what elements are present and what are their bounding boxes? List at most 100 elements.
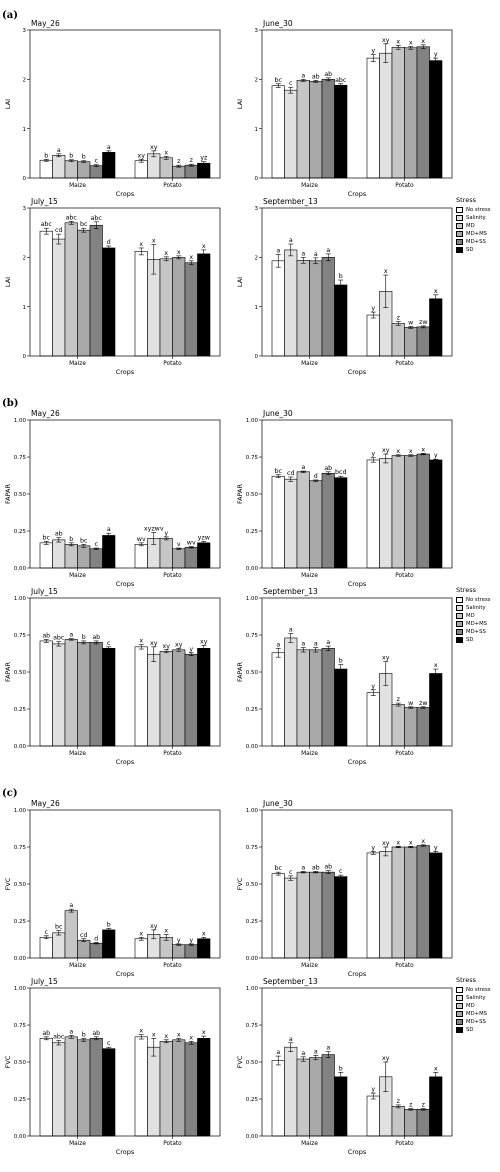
bar xyxy=(102,152,116,179)
legend-item: Salinity xyxy=(456,994,500,1002)
subplot-title: May_26 xyxy=(31,409,60,418)
bar xyxy=(39,230,53,357)
y-tick-label: 0 xyxy=(255,176,259,182)
legend-swatch xyxy=(456,1011,463,1017)
bar xyxy=(416,46,430,179)
bar xyxy=(379,52,393,179)
significance-letter: x xyxy=(164,149,168,156)
legend-item: No stress xyxy=(456,986,500,994)
significance-letter: zw xyxy=(419,319,427,326)
significance-letter: x xyxy=(396,839,400,846)
legend-item: MD xyxy=(456,612,500,620)
subplot-title: September_13 xyxy=(263,197,318,206)
significance-letter: xy xyxy=(150,144,158,151)
significance-letter: a xyxy=(314,251,318,258)
bar xyxy=(416,845,430,959)
y-tick-label: 0.50 xyxy=(246,882,259,888)
significance-letter: y xyxy=(371,48,375,55)
bar xyxy=(52,238,66,357)
significance-letter: x xyxy=(164,927,168,934)
legend: Stress No stress Salinity MD MD+MS MD+SS SD xyxy=(456,586,500,644)
legend-label: MD+SS xyxy=(466,1019,486,1025)
bar xyxy=(296,259,310,357)
bar xyxy=(321,79,335,179)
significance-letter: b xyxy=(339,658,343,665)
bar xyxy=(429,673,443,747)
bar xyxy=(296,471,310,569)
y-tick-label: 0.75 xyxy=(14,845,27,851)
bar xyxy=(147,1046,161,1137)
significance-letter: x xyxy=(421,446,425,453)
significance-letter: xy xyxy=(138,152,146,159)
y-tick-label: 3 xyxy=(255,28,259,34)
significance-letter: yzw xyxy=(198,534,210,541)
legend-item: MD+SS xyxy=(456,1018,500,1026)
legend-title: Stress xyxy=(456,586,476,594)
bar xyxy=(52,155,66,179)
bar xyxy=(416,1109,430,1137)
y-tick-label: 0.75 xyxy=(14,455,27,461)
legend-label: MD+MS xyxy=(466,231,488,237)
significance-letter: bc xyxy=(80,537,88,544)
subplot-title: July_15 xyxy=(30,977,58,986)
plot-frame xyxy=(261,207,453,357)
plot-frame xyxy=(29,809,221,959)
significance-letter: a xyxy=(314,1048,318,1055)
y-tick-label: 0.25 xyxy=(246,1097,259,1103)
x-axis-label: Crops xyxy=(348,368,367,376)
bar xyxy=(309,649,323,747)
y-tick-label: 0.25 xyxy=(14,1097,27,1103)
y-tick-label: 0.00 xyxy=(14,956,27,962)
significance-letter: ab xyxy=(55,531,63,538)
x-tick-label: Maize xyxy=(69,1141,86,1147)
significance-letter: x xyxy=(434,1065,438,1072)
legend-swatch xyxy=(456,1003,463,1009)
significance-letter: ab xyxy=(324,864,332,871)
subplot-title: May_26 xyxy=(31,799,60,808)
significance-letter: z xyxy=(409,1102,413,1109)
y-tick-label: 0.50 xyxy=(14,882,27,888)
bar xyxy=(334,477,348,569)
y-tick-label: 1.00 xyxy=(246,596,259,602)
significance-letter: d xyxy=(107,239,111,246)
bar xyxy=(429,60,443,179)
significance-letter: cd xyxy=(80,932,87,939)
plot-frame xyxy=(261,29,453,179)
significance-letter: ab xyxy=(324,71,332,78)
significance-letter: ab xyxy=(324,465,332,472)
significance-letter: a xyxy=(326,1045,330,1052)
bar xyxy=(284,478,298,569)
bar xyxy=(366,314,380,357)
bar xyxy=(184,546,198,569)
y-tick-label: 1.00 xyxy=(14,418,27,424)
significance-letter: y xyxy=(434,844,438,851)
legend-swatch xyxy=(456,247,463,253)
y-tick-label: 3 xyxy=(23,28,27,34)
plot-frame xyxy=(261,987,453,1137)
bar xyxy=(334,284,348,357)
significance-letter: xy xyxy=(382,447,390,454)
x-tick-label: Maize xyxy=(301,183,318,189)
y-tick-label: 0.00 xyxy=(246,956,259,962)
significance-letter: xy xyxy=(150,923,158,930)
plot-frame xyxy=(261,597,453,747)
x-tick-label: Maize xyxy=(301,751,318,757)
x-tick-label: Potato xyxy=(163,751,182,757)
x-axis-label: Crops xyxy=(348,580,367,588)
significance-letter: w xyxy=(408,700,413,707)
x-tick-label: Potato xyxy=(395,573,414,579)
significance-letter: x xyxy=(421,838,425,845)
legend-label: MD xyxy=(466,1003,475,1009)
significance-letter: y xyxy=(189,937,193,944)
significance-letter: c xyxy=(107,640,111,647)
x-tick-label: Potato xyxy=(395,361,414,367)
significance-letter: xy xyxy=(163,643,171,650)
legend-item: MD+MS xyxy=(456,1010,500,1018)
bar xyxy=(159,258,173,357)
significance-letter: z xyxy=(190,157,194,164)
legend-item: No stress xyxy=(456,206,500,214)
y-tick-label: 1.00 xyxy=(246,418,259,424)
x-axis-label: Crops xyxy=(116,190,135,198)
y-tick-label: 0 xyxy=(23,354,27,360)
y-tick-label: 0.25 xyxy=(14,707,27,713)
